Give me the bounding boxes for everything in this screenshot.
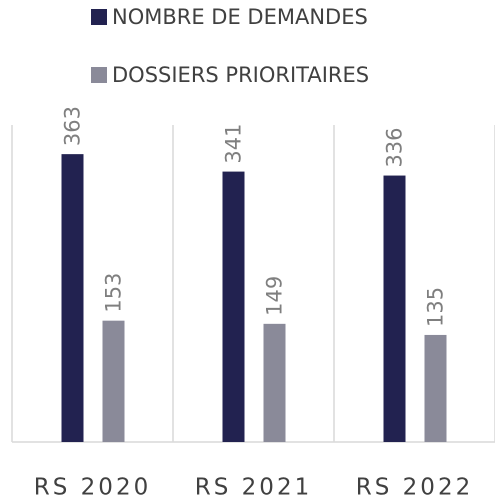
bar	[424, 334, 447, 442]
bar	[383, 175, 406, 442]
value-label: 135	[424, 287, 448, 327]
bar	[102, 320, 125, 442]
value-label: 341	[222, 123, 246, 163]
bar	[263, 323, 286, 442]
legend-label: NOMBRE DE DEMANDES	[112, 5, 368, 29]
x-tick-label: RS 2020	[34, 475, 151, 500]
x-tick-label: RS 2021	[195, 475, 312, 500]
value-label: 336	[383, 127, 407, 167]
x-tick-label: RS 2022	[356, 475, 473, 500]
legend-label: DOSSIERS PRIORITAIRES	[112, 63, 369, 87]
bar	[61, 154, 84, 443]
value-label: 149	[263, 276, 287, 316]
legend-swatch	[91, 67, 107, 83]
legend-swatch	[91, 9, 107, 25]
bar	[222, 171, 245, 442]
value-label: 363	[61, 106, 85, 146]
value-label: 153	[102, 273, 126, 313]
